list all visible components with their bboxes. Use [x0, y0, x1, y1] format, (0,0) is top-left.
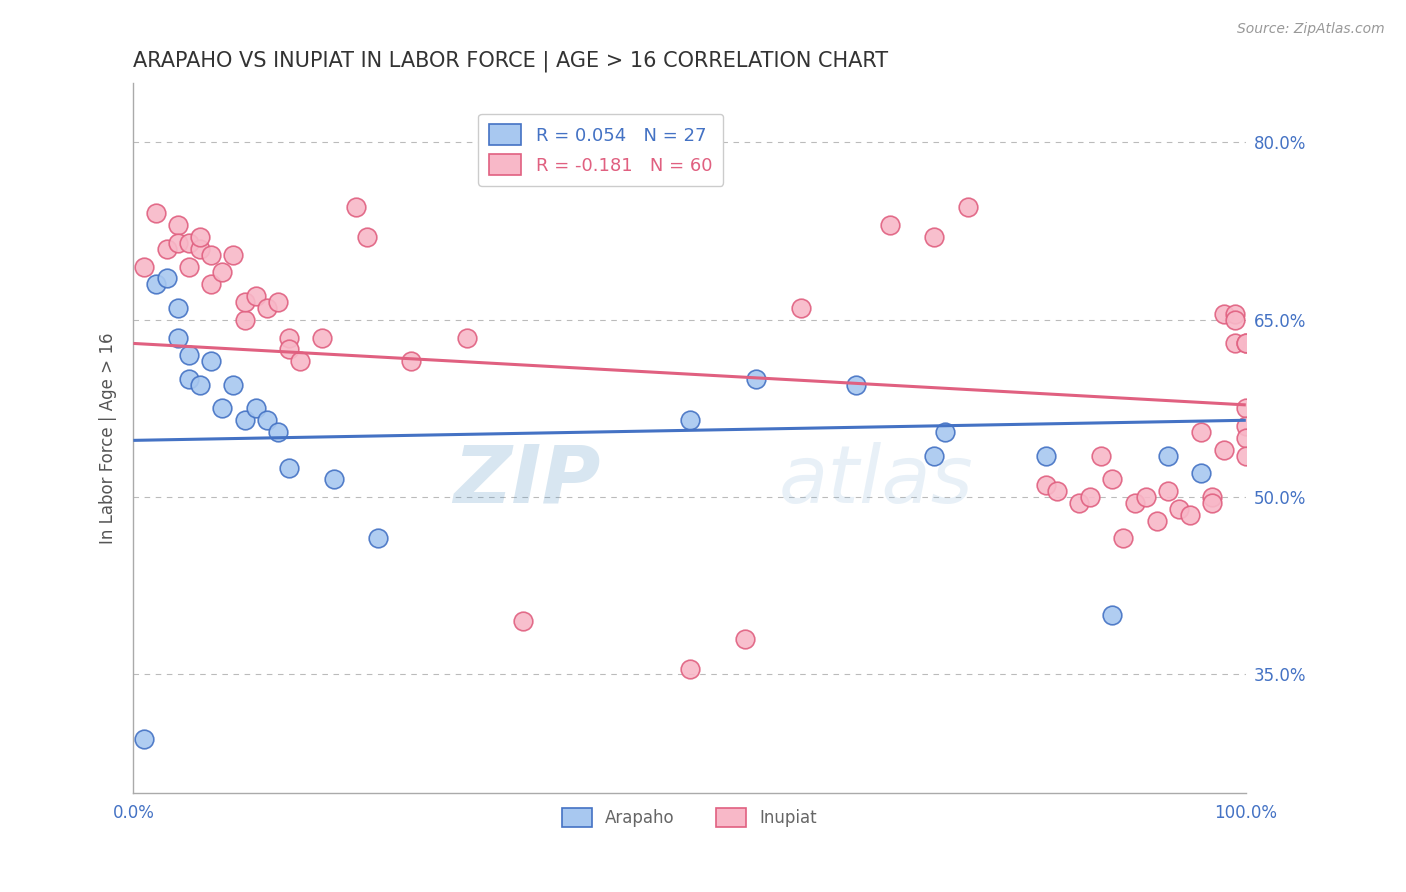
Point: [1180, 508, 1202, 522]
Point: [256, 413, 278, 427]
Point: [1234, 401, 1257, 416]
Point: [278, 343, 301, 357]
Point: [233, 295, 256, 310]
Point: [1234, 336, 1257, 351]
Point: [1090, 449, 1112, 463]
Point: [745, 372, 768, 386]
Point: [1067, 496, 1090, 510]
Point: [267, 295, 290, 310]
Point: [145, 206, 167, 220]
Point: [211, 265, 233, 279]
Text: Source: ZipAtlas.com: Source: ZipAtlas.com: [1237, 22, 1385, 37]
Point: [1234, 431, 1257, 445]
Point: [311, 330, 333, 344]
Point: [924, 230, 946, 244]
Point: [512, 614, 534, 628]
Point: [134, 260, 156, 274]
Point: [1223, 307, 1246, 321]
Point: [200, 248, 222, 262]
Text: ZIP: ZIP: [453, 442, 600, 519]
Point: [1168, 502, 1191, 516]
Y-axis label: In Labor Force | Age > 16: In Labor Force | Age > 16: [100, 332, 117, 544]
Point: [134, 732, 156, 747]
Point: [267, 425, 290, 439]
Point: [678, 661, 700, 675]
Point: [790, 301, 813, 315]
Point: [278, 460, 301, 475]
Point: [1101, 608, 1123, 623]
Point: [1223, 313, 1246, 327]
Point: [1212, 307, 1234, 321]
Point: [1234, 449, 1257, 463]
Point: [1189, 425, 1212, 439]
Point: [177, 235, 200, 250]
Point: [200, 354, 222, 368]
Point: [233, 313, 256, 327]
Point: [278, 330, 301, 344]
Point: [166, 235, 188, 250]
Point: [879, 218, 901, 232]
Point: [1189, 467, 1212, 481]
Point: [845, 377, 868, 392]
Point: [145, 277, 167, 292]
Point: [188, 242, 211, 256]
Point: [1035, 449, 1057, 463]
Point: [456, 330, 478, 344]
Point: [956, 201, 979, 215]
Point: [1035, 478, 1057, 492]
Point: [1223, 336, 1246, 351]
Point: [233, 413, 256, 427]
Point: [1112, 532, 1135, 546]
Point: [1046, 484, 1069, 499]
Point: [211, 401, 233, 416]
Point: [1078, 490, 1101, 504]
Point: [166, 301, 188, 315]
Point: [1146, 514, 1168, 528]
Point: [222, 248, 245, 262]
Point: [166, 218, 188, 232]
Point: [1101, 472, 1123, 486]
Point: [1201, 496, 1223, 510]
Point: [177, 260, 200, 274]
Point: [1123, 496, 1146, 510]
Point: [245, 401, 267, 416]
Point: [1157, 484, 1180, 499]
Point: [678, 413, 700, 427]
Point: [188, 230, 211, 244]
Point: [188, 377, 211, 392]
Point: [401, 354, 423, 368]
Point: [1201, 490, 1223, 504]
Point: [200, 277, 222, 292]
Point: [1234, 419, 1257, 434]
Point: [934, 425, 956, 439]
Text: ARAPAHO VS INUPIAT IN LABOR FORCE | AGE > 16 CORRELATION CHART: ARAPAHO VS INUPIAT IN LABOR FORCE | AGE …: [134, 51, 889, 72]
Point: [222, 377, 245, 392]
Point: [156, 271, 179, 285]
Point: [156, 242, 179, 256]
Point: [1135, 490, 1157, 504]
Legend: Arapaho, Inupiat: Arapaho, Inupiat: [555, 801, 824, 834]
Point: [367, 532, 389, 546]
Point: [166, 330, 188, 344]
Point: [344, 201, 367, 215]
Point: [1157, 449, 1180, 463]
Point: [322, 472, 344, 486]
Point: [1234, 336, 1257, 351]
Point: [256, 301, 278, 315]
Point: [290, 354, 312, 368]
Point: [1212, 442, 1234, 457]
Text: atlas: atlas: [779, 442, 973, 519]
Point: [356, 230, 378, 244]
Point: [245, 289, 267, 303]
Point: [734, 632, 756, 646]
Point: [177, 372, 200, 386]
Point: [177, 348, 200, 362]
Point: [924, 449, 946, 463]
